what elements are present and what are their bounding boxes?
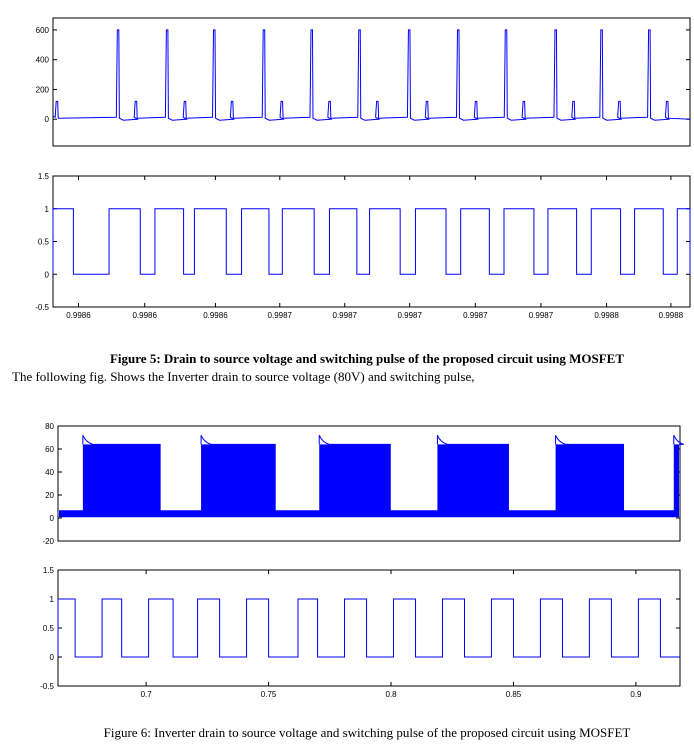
y-tick-label: -20 (42, 537, 54, 546)
x-tick-label: 0.9986 (132, 311, 157, 320)
y-tick-label: 1 (50, 595, 55, 604)
figure6-voltage-plot: 80 60 40 20 0 -20 (42, 422, 684, 546)
voltage-overshoot (318, 435, 391, 445)
y-tick-label: 0 (50, 514, 55, 523)
y-tick-label: 40 (45, 468, 54, 477)
voltage-overshoot (555, 435, 625, 445)
plot-frame (52, 175, 691, 308)
y-tick-label: 1.5 (43, 566, 55, 575)
y-tick-label: 1.5 (38, 172, 50, 181)
voltage-burst (673, 444, 679, 515)
x-tick-label: 0.9987 (397, 311, 422, 320)
voltage-overshoot (200, 435, 276, 445)
y-tick-label: 20 (45, 491, 54, 500)
voltage-burst (555, 444, 625, 515)
x-tick-label: 0.9987 (463, 311, 488, 320)
y-tick-label: 0.5 (43, 624, 55, 633)
x-tick-label: 0.85 (506, 690, 522, 699)
y-tick-label: 60 (45, 445, 54, 454)
voltage-burst (201, 444, 276, 515)
x-tick-label: 0.9 (630, 690, 642, 699)
x-tick-label: 0.7 (141, 690, 153, 699)
plot-frame (57, 425, 681, 542)
y-tick-label: 400 (36, 56, 50, 65)
y-tick-label: 600 (36, 26, 50, 35)
x-tick-label: 0.9986 (203, 311, 228, 320)
x-tick-label: 0.8 (385, 690, 397, 699)
y-tick-label: 1 (45, 205, 50, 214)
switching-pulse-line (52, 208, 691, 275)
plot-frame (57, 569, 681, 687)
switching-pulse-line (57, 598, 680, 658)
x-tick-label: 0.9986 (66, 311, 91, 320)
y-tick-label: 0.5 (38, 238, 50, 247)
voltage-burst (82, 444, 161, 515)
voltage-overshoot (673, 435, 684, 445)
y-tick-label: 0 (50, 653, 55, 662)
figure6-pulse-plot: 1.5 1 0.5 0 -0.5 0.7 0.75 0.8 0.85 0.9 (40, 566, 681, 699)
plot-frame (52, 17, 691, 147)
figure5-voltage-plot: 600 400 200 0 (36, 17, 691, 147)
x-tick-label: 0.9987 (333, 311, 358, 320)
y-tick-label: 0 (45, 115, 50, 124)
x-tick-label: 0.9988 (659, 311, 684, 320)
figure6-caption: Figure 6: Inverter drain to source volta… (103, 725, 631, 740)
y-tick-label: 200 (36, 85, 50, 94)
y-tick-label: 80 (45, 422, 54, 431)
y-tick-label: -0.5 (35, 303, 49, 312)
y-tick-label: 0 (45, 270, 50, 279)
x-tick-label: 0.9987 (529, 311, 554, 320)
x-tick-label: 0.9987 (268, 311, 293, 320)
figure5-pulse-plot: 1.5 1 0.5 0 -0.5 0.9986 0.9986 0.9986 0.9987 0.99… (35, 172, 691, 320)
body-paragraph: The following fig. Shows the Inverter dr… (12, 369, 475, 384)
voltage-overshoot (82, 435, 161, 445)
y-tick-label: -0.5 (40, 682, 54, 691)
figure5-caption: Figure 5: Drain to source voltage and sw… (109, 351, 624, 366)
voltage-series-line (52, 29, 691, 121)
x-tick-label: 0.9988 (594, 311, 619, 320)
x-tick-label: 0.75 (261, 690, 277, 699)
voltage-burst (437, 444, 509, 515)
voltage-burst (319, 444, 391, 515)
voltage-overshoot (436, 435, 509, 445)
